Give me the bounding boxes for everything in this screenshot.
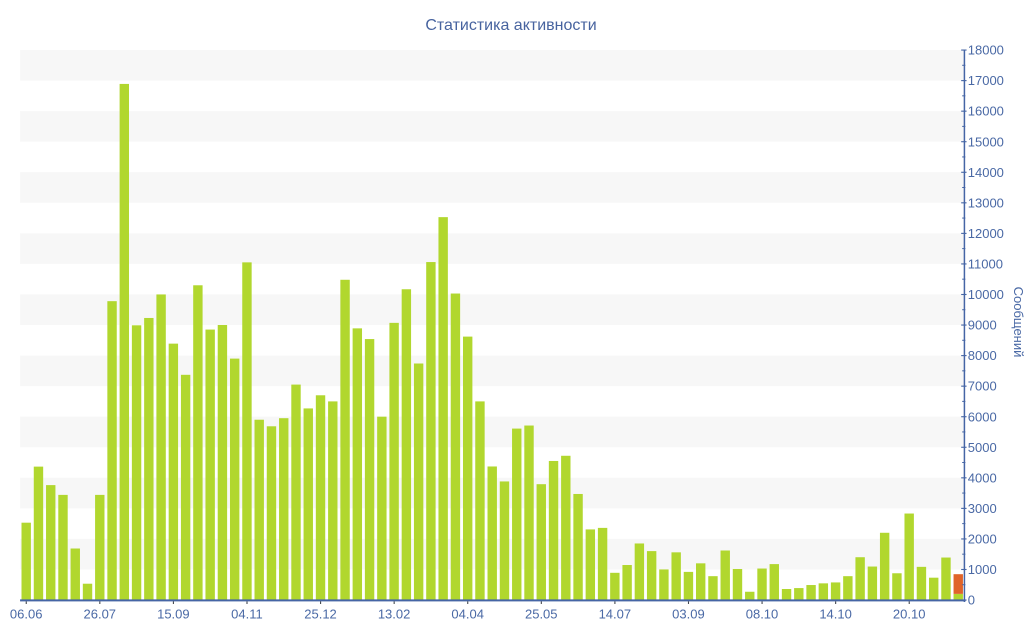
svg-text:Статистика активности: Статистика активности [425, 17, 596, 34]
svg-text:11000: 11000 [968, 256, 1003, 271]
svg-text:3000: 3000 [968, 501, 997, 516]
svg-text:17000: 17000 [968, 73, 1004, 88]
svg-text:9000: 9000 [968, 318, 997, 333]
svg-text:13000: 13000 [968, 195, 1004, 210]
svg-text:04.11: 04.11 [231, 607, 263, 622]
svg-text:13.02: 13.02 [378, 607, 411, 622]
svg-text:0: 0 [968, 593, 975, 608]
svg-text:14.10: 14.10 [819, 607, 852, 622]
svg-text:14000: 14000 [968, 165, 1004, 180]
svg-text:08.10: 08.10 [746, 607, 779, 622]
svg-text:03.09: 03.09 [672, 607, 705, 622]
svg-text:16000: 16000 [968, 104, 1004, 119]
svg-text:06.06: 06.06 [10, 607, 43, 622]
svg-text:10000: 10000 [968, 287, 1004, 302]
svg-text:18000: 18000 [968, 43, 1004, 58]
svg-text:8000: 8000 [968, 348, 997, 363]
svg-text:4000: 4000 [968, 470, 997, 485]
svg-text:Сообщений: Сообщений [1011, 287, 1024, 358]
svg-text:2000: 2000 [968, 531, 997, 546]
svg-text:25.12: 25.12 [304, 607, 337, 622]
svg-text:5000: 5000 [968, 440, 997, 455]
svg-text:15.09: 15.09 [157, 607, 190, 622]
svg-text:15000: 15000 [968, 134, 1004, 149]
svg-text:12000: 12000 [968, 226, 1004, 241]
svg-text:20.10: 20.10 [893, 607, 926, 622]
svg-text:14.07: 14.07 [599, 607, 632, 622]
svg-text:6000: 6000 [968, 409, 997, 424]
svg-text:04.04: 04.04 [451, 607, 484, 622]
svg-text:7000: 7000 [968, 379, 997, 394]
svg-text:25.05: 25.05 [525, 607, 558, 622]
svg-text:1000: 1000 [968, 562, 997, 577]
svg-text:26.07: 26.07 [84, 607, 117, 622]
